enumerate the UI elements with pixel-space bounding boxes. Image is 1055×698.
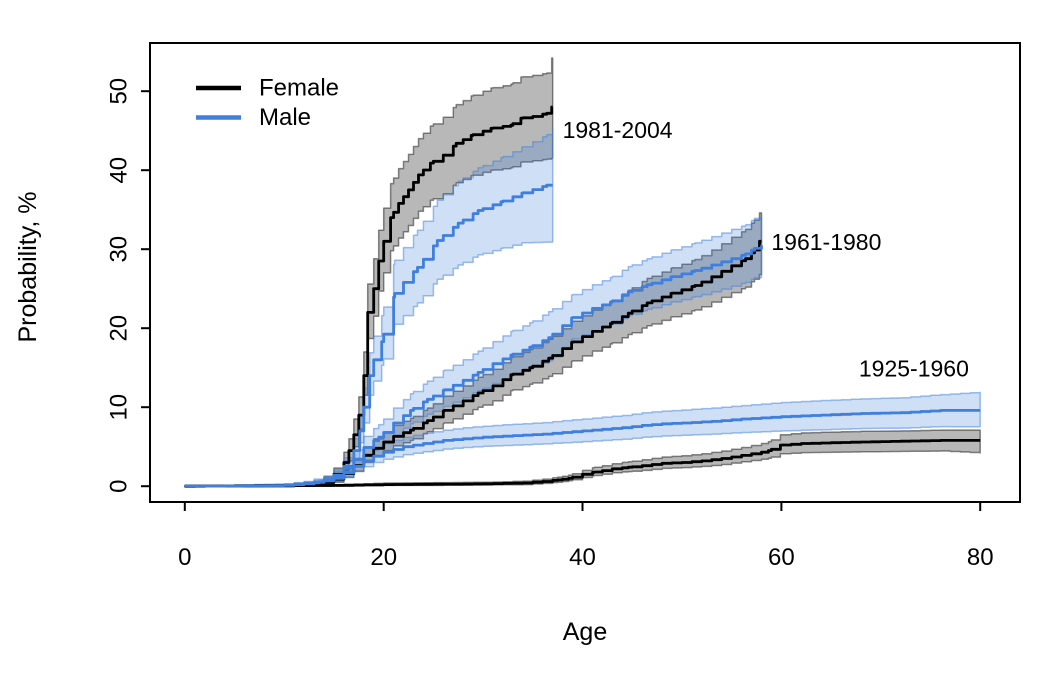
axes-layer: 0 20 40 60 80 0 10 20 30 40 50: [106, 42, 1021, 571]
survival-line-female-1961-1980: [184, 239, 762, 488]
y-tick-label: 30: [106, 236, 133, 263]
y-tick-label: 0: [106, 480, 133, 493]
y-axis-title: Probability, %: [14, 192, 42, 343]
survival-line-female-1925-1960: [184, 439, 981, 488]
annotation-cohort-1961-1980: 1961-1980: [771, 229, 881, 255]
legend-label-male: Male: [259, 104, 311, 131]
y-tick-label: 10: [106, 394, 133, 421]
x-tick-label: 0: [178, 544, 191, 571]
x-tick-label: 60: [768, 544, 795, 571]
y-tick-label: 50: [106, 78, 133, 105]
y-tick-label: 20: [106, 315, 133, 342]
x-tick-label: 20: [370, 544, 397, 571]
confidence-band-male-1961-1980: [184, 214, 763, 487]
annotation-cohort-1981-2004: 1981-2004: [563, 117, 673, 143]
survival-lines-layer: [184, 105, 981, 488]
plot-box: [149, 42, 1021, 503]
x-tick-label: 80: [967, 544, 994, 571]
x-axis-title: Age: [563, 618, 607, 646]
annotation-cohort-1925-1960: 1925-1960: [859, 356, 969, 382]
x-tick-label: 40: [569, 544, 596, 571]
survival-line-male-1925-1960: [184, 409, 981, 488]
y-tick-label: 40: [106, 157, 133, 184]
cohort-annotations-layer: 1981-2004 1961-1980 1925-1960: [563, 117, 969, 382]
legend-label-female: Female: [259, 75, 339, 102]
